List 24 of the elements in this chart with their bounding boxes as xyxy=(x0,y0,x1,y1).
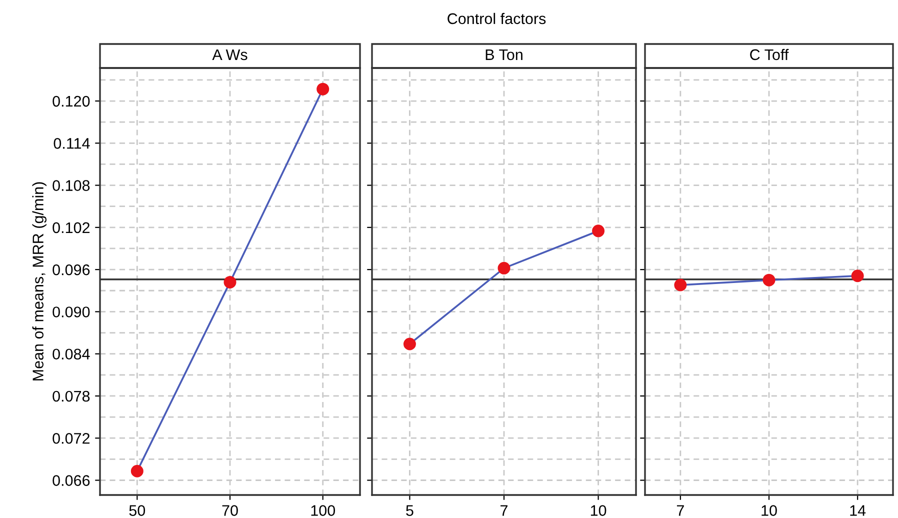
y-tick-label: 0.066 xyxy=(52,475,90,486)
y-axis-title: Mean of means, MRR (g/min) xyxy=(32,182,46,380)
x-tick-label: 14 xyxy=(850,505,866,516)
text: Control factors xyxy=(448,12,546,24)
x-tick-label: 7 xyxy=(676,505,684,516)
y-tick-label: 0.072 xyxy=(52,432,90,444)
y-tick-label: 0.102 xyxy=(52,222,90,234)
y-tick-label: 0.096 xyxy=(52,264,90,276)
y-tick-label: 0.120 xyxy=(52,96,90,107)
x-tick-label: 70 xyxy=(222,505,238,516)
y-tick-label: 0.114 xyxy=(54,138,90,149)
y-tick-label: 0.090 xyxy=(52,306,90,318)
y-tick-label: 0.108 xyxy=(52,180,90,191)
chart-title: C Toff xyxy=(750,48,789,60)
y-tick-label: 0.078 xyxy=(52,390,90,402)
chart-title: B Ton xyxy=(486,49,522,60)
x-tick-label: 100 xyxy=(311,505,336,516)
y-tick-label: 0.084 xyxy=(52,348,90,360)
x-tick-label: 5 xyxy=(406,505,414,516)
x-tick-label: 10 xyxy=(590,505,606,516)
x-tick-label: 50 xyxy=(129,505,146,516)
chart-title: A Ws xyxy=(212,49,248,60)
x-tick-label: 10 xyxy=(762,505,777,516)
x-tick-label: 7 xyxy=(500,505,508,516)
